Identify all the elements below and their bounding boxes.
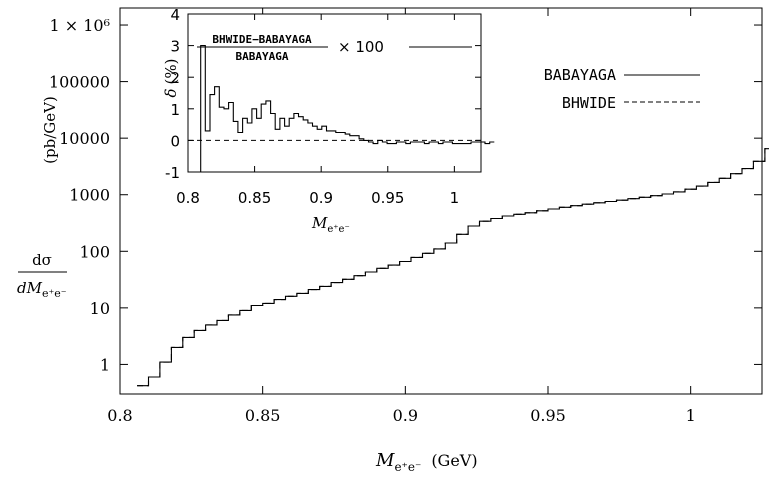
inset-ytick-label-1: 0	[170, 132, 180, 150]
main-ylabel: dσ dMe⁺e⁻ (pb/GeV)	[17, 96, 67, 300]
main-xtick-label-2: 0.9	[393, 406, 418, 425]
main-ytick-label-5: 100000	[49, 73, 110, 92]
main-ylabel-den: dMe⁺e⁻	[17, 279, 67, 300]
main-xtick-label-0: 0.8	[107, 406, 132, 425]
main-xtick-label-4: 1	[686, 406, 696, 425]
main-ylabel-num: dσ	[32, 251, 52, 269]
inset-legend-factor: × 100	[338, 38, 384, 56]
legend-label-babayaga: BABAYAGA	[544, 66, 616, 84]
inset-xtick-label-0: 0.8	[176, 189, 200, 207]
inset-xlabel-symbol: M	[311, 214, 328, 232]
inset-series-line	[200, 45, 495, 172]
inset-ytick-label-4: 3	[170, 38, 180, 56]
main-ylabel-den-sub: e⁺e⁻	[42, 287, 67, 300]
main-ylabel-den-symbol: dM	[17, 279, 43, 297]
inset-xtick-label-2: 0.9	[309, 189, 333, 207]
inset-ytick-label-2: 1	[170, 101, 180, 119]
main-xlabel-sub: e⁺e⁻	[394, 460, 421, 474]
inset-legend-denominator: BABAYAGA	[236, 50, 289, 63]
inset-plot: 0.8 0.85 0.9 0.95 1 -1 0 1 2 3 4 BHWIDE−BABAYAGA B…	[162, 6, 495, 235]
main-xlabel: Me⁺e⁻ (GeV)	[375, 450, 478, 474]
inset-ylabel-symbol: δ	[162, 88, 180, 97]
main-ytick-label-6: 1 × 10⁶	[49, 16, 110, 35]
inset-ytick-label-3: 2	[170, 69, 180, 87]
inset-frame	[187, 13, 482, 173]
inset-ylabel: δ (%)	[162, 59, 180, 98]
inset-series	[200, 45, 495, 172]
inset-ylabel-unit: (%)	[162, 59, 180, 85]
main-xtick-label-3: 0.95	[530, 406, 566, 425]
inset-xtick-label-1: 0.85	[238, 189, 271, 207]
inset-xlabel-sub: e⁺e⁻	[327, 224, 349, 235]
main-ytick-label-2: 100	[79, 242, 110, 261]
inset-legend-numerator: BHWIDE−BABAYAGA	[212, 33, 312, 46]
main-legend: BABAYAGA BHWIDE	[544, 66, 700, 112]
inset-xtick-label-3: 0.95	[371, 189, 404, 207]
series-line-bhwide	[137, 148, 769, 387]
main-ylabel-unit: (pb/GeV)	[41, 96, 59, 164]
main-plot-frame	[119, 7, 763, 395]
main-ytick-label-4: 10000	[59, 129, 110, 148]
inset-ytick-label-0: -1	[165, 164, 180, 182]
inset-legend: BHWIDE−BABAYAGA BABAYAGA × 100	[197, 33, 472, 63]
inset-ytick-label-5: 4	[170, 6, 180, 24]
main-ytick-label-0: 1	[100, 355, 110, 374]
main-xlabel-symbol: M	[375, 450, 395, 471]
main-xlabel-unit: (GeV)	[431, 451, 477, 470]
inset-xtick-label-4: 1	[450, 189, 460, 207]
main-xtick-label-1: 0.85	[245, 406, 281, 425]
legend-label-bhwide: BHWIDE	[562, 94, 616, 112]
main-ytick-label-3: 1000	[69, 186, 110, 205]
inset-xlabel: Me⁺e⁻	[311, 214, 350, 235]
inset-ticks: 0.8 0.85 0.9 0.95 1 -1 0 1 2 3 4	[165, 6, 481, 207]
main-series	[137, 148, 769, 387]
main-xlabel-text: Me⁺e⁻ (GeV)	[375, 450, 478, 474]
main-ytick-label-1: 10	[90, 299, 110, 318]
